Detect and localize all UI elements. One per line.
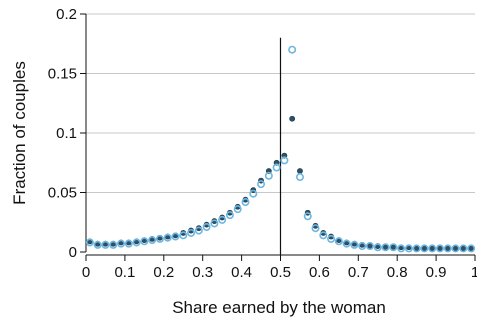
data-point-series-b: [225, 211, 234, 220]
data-point-series-b: [295, 173, 304, 182]
data-points: [85, 45, 476, 253]
data-point-series-b: [280, 156, 289, 165]
x-tick-label: 0: [82, 264, 90, 281]
data-point-series-b: [179, 231, 188, 240]
y-tick-label: 0.1: [56, 125, 77, 142]
data-point-series-b: [264, 171, 273, 180]
y-tick-label: 0.15: [48, 66, 77, 83]
data-point-series-b: [202, 223, 211, 232]
data-point-series-b: [467, 244, 476, 253]
data-point-series-b: [194, 226, 203, 235]
x-tick-label: 0.1: [114, 264, 135, 281]
data-point-series-b: [124, 239, 133, 248]
data-point-series-b: [428, 244, 437, 253]
data-point-series-b: [233, 205, 242, 214]
data-point-series-b: [132, 238, 141, 247]
x-tick-label: 0.2: [153, 264, 174, 281]
data-point-series-b: [241, 198, 250, 207]
data-point-series-b: [342, 239, 351, 248]
x-tick-label: 0.3: [192, 264, 213, 281]
data-point-series-b: [334, 237, 343, 246]
x-tick-label: 0.7: [348, 264, 369, 281]
data-point-series-b: [311, 224, 320, 233]
data-point-series-b: [319, 231, 328, 240]
data-point-series-b: [397, 244, 406, 253]
data-point-series-b: [373, 243, 382, 252]
x-tick-label: 0.8: [387, 264, 408, 281]
data-point-series-b: [109, 240, 118, 249]
y-axis-label: Fraction of couples: [10, 61, 29, 205]
x-tick-label: 0.6: [309, 264, 330, 281]
data-point-series-a: [297, 168, 303, 174]
data-point-series-b: [350, 240, 359, 249]
data-point-series-b: [459, 244, 468, 253]
data-point-series-b: [389, 243, 398, 252]
data-point-series-a: [289, 115, 296, 122]
y-tick-label: 0.2: [56, 6, 77, 23]
data-point-series-b: [303, 212, 312, 221]
data-point-series-b: [358, 242, 367, 251]
data-point-series-b: [288, 45, 297, 54]
axes: [80, 13, 476, 261]
x-tick-label: 1: [471, 264, 477, 281]
data-point-series-b: [187, 228, 196, 237]
data-point-series-b: [171, 232, 180, 241]
data-point-series-b: [365, 242, 374, 251]
data-point-series-b: [435, 244, 444, 253]
data-point-series-b: [272, 163, 281, 172]
x-tick-label: 0.5: [270, 264, 291, 281]
data-point-series-b: [117, 239, 126, 248]
data-point-series-b: [443, 244, 452, 253]
tick-labels: 0 0.05 0.1 0.15 0.2 0 0.1 0.2 0.3 0.4 0.5 0.6 0.7 0.8…: [48, 6, 477, 281]
x-tick-label: 0.9: [426, 264, 447, 281]
data-point-series-b: [381, 243, 390, 252]
data-point-series-b: [163, 233, 172, 242]
data-point-series-b: [404, 244, 413, 253]
data-point-series-b: [420, 244, 429, 253]
x-tick-label: 0.4: [231, 264, 252, 281]
data-point-series-b: [451, 244, 460, 253]
data-point-series-b: [148, 236, 157, 245]
data-point-series-b: [155, 234, 164, 243]
x-axis-label: Share earned by the woman: [172, 298, 386, 317]
data-point-series-b: [218, 215, 227, 224]
data-point-series-b: [412, 244, 421, 253]
data-point-series-b: [93, 240, 102, 249]
data-point-series-b: [140, 237, 149, 246]
data-point-series-b: [101, 240, 110, 249]
data-point-series-b: [257, 180, 266, 189]
data-point-series-b: [210, 219, 219, 228]
data-point-series-b: [85, 238, 94, 247]
y-tick-label: 0: [69, 244, 77, 261]
data-point-series-b: [327, 234, 336, 243]
y-tick-label: 0.05: [48, 185, 77, 202]
data-point-series-b: [249, 189, 258, 198]
